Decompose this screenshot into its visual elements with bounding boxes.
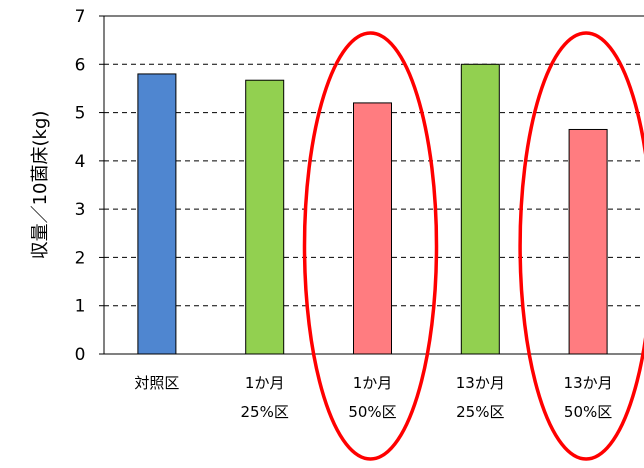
y-tick-label: 1 [75,297,86,317]
y-tick-label: 7 [75,7,86,27]
y-tick-label: 2 [75,248,86,268]
y-tick-label: 6 [75,55,86,75]
bars [137,63,608,355]
x-category-label: 25%区 [456,403,504,421]
plot-frame [103,15,644,355]
bar [353,102,392,355]
highlight-ellipse [302,31,439,461]
bar [137,73,177,355]
y-tick-label: 3 [75,200,86,220]
bar [568,128,608,355]
x-category-label: 1か月 [245,374,285,392]
highlight-ellipse [518,31,644,461]
y-axis-label: 収量／10菌床(kg) [30,111,51,260]
x-category-label: 13か月 [456,374,505,392]
x-category-label: 25%区 [241,403,289,421]
axes [99,15,644,355]
y-tick-label: 5 [75,104,86,124]
bar [460,63,500,355]
x-category-label: 1か月 [353,374,393,392]
x-category-label: 対照区 [134,374,179,392]
x-category-labels: 対照区 1か月 25%区 1か月 50%区 13か月 25%区 13か月 50%区 [134,374,612,421]
y-tick-label: 0 [75,345,86,365]
x-category-label: 50%区 [348,403,396,421]
x-category-label: 50%区 [564,403,612,421]
bar [245,79,285,355]
y-tick-labels: 0 1 2 3 4 5 6 7 [75,7,86,365]
x-category-label: 13か月 [564,374,613,392]
y-tick-label: 4 [75,152,86,172]
highlight-ellipses [302,31,644,461]
